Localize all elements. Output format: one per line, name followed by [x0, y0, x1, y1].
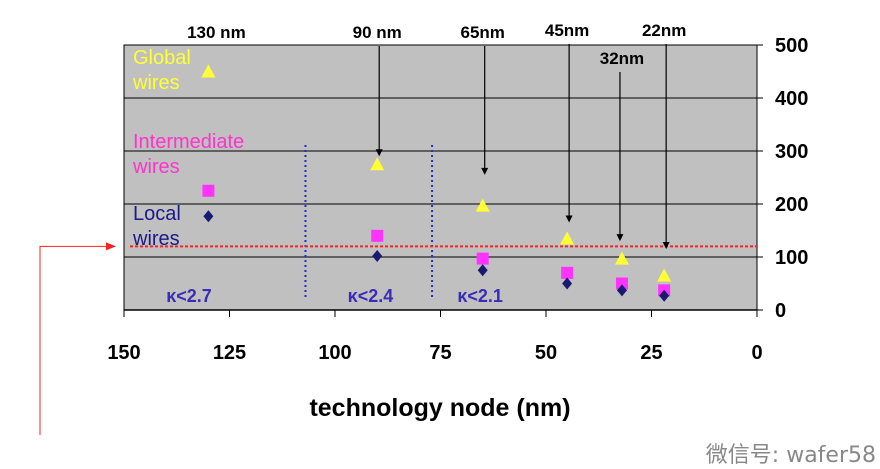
gridlines	[124, 97, 757, 258]
legend-intermediate-line1: Intermediate	[133, 131, 244, 153]
y-tick-label: 200	[775, 194, 808, 216]
diamond-point	[203, 210, 214, 223]
node-arrow-head	[565, 215, 573, 223]
square-point	[561, 266, 574, 279]
reference-arrow-head	[106, 242, 116, 251]
y-tick-label: 300	[775, 141, 808, 163]
node-label: 32nm	[600, 49, 644, 68]
square-point	[476, 252, 489, 265]
x-tick-label: 150	[107, 342, 140, 364]
diamond-point	[477, 264, 488, 277]
x-tick-label: 100	[318, 342, 351, 364]
node-arrow-head	[481, 167, 489, 175]
kappa-labels: κ<2.7 κ<2.4 κ<2.1	[166, 286, 503, 306]
kappa-label: κ<2.7	[166, 286, 212, 306]
watermark: 微信号: wafer58	[706, 443, 876, 468]
x-tick-label: 25	[640, 342, 662, 364]
node-label: 90 nm	[353, 23, 402, 42]
square-point	[371, 229, 384, 242]
node-labels: 130 nm 90 nm 65nm 45nm 32nm 22nm	[187, 21, 686, 250]
node-label: 22nm	[642, 21, 686, 40]
triangle-point	[370, 157, 385, 171]
y-axis: 0 100 200 300 400 500	[757, 35, 808, 322]
dielectric-boundaries	[304, 145, 434, 300]
x-tick-label: 75	[429, 342, 451, 364]
legend-global-line1: Global	[133, 47, 191, 69]
node-label: 45nm	[545, 21, 589, 40]
x-axis: 150 125 100 75 50 25 0	[107, 309, 763, 364]
legend-intermediate-line2: wires	[132, 156, 180, 178]
x-axis-title: technology node (nm)	[309, 394, 570, 422]
node-arrow-head	[662, 242, 670, 250]
square-point	[615, 277, 628, 290]
node-arrow-head	[375, 149, 383, 157]
diamond-point	[659, 289, 670, 302]
plot-area	[123, 44, 758, 311]
y-tick-label: 0	[775, 300, 786, 322]
triangle-point	[201, 64, 216, 78]
reference-arrow-line	[39, 245, 108, 435]
x-tick-label: 50	[535, 342, 557, 364]
legend-local-line2: wires	[132, 228, 180, 250]
kappa-label: κ<2.4	[348, 286, 394, 306]
x-tick-label: 125	[213, 342, 246, 364]
y-tick-label: 500	[775, 35, 808, 57]
y-tick-label: 400	[775, 88, 808, 110]
diamond-point	[616, 284, 627, 297]
node-label: 130 nm	[187, 23, 246, 42]
reference-line	[39, 242, 757, 435]
legend-global-line2: wires	[132, 72, 180, 94]
x-tick-label: 0	[751, 342, 762, 364]
triangle-point	[560, 231, 575, 245]
diamond-point	[562, 277, 573, 290]
diamond-point	[372, 249, 383, 262]
triangle-point	[475, 198, 490, 212]
data-points	[201, 64, 672, 302]
y-tick-label: 100	[775, 247, 808, 269]
square-point	[202, 184, 215, 197]
kappa-label: κ<2.1	[457, 286, 503, 306]
legend-local-line1: Local	[133, 203, 181, 225]
node-label: 65nm	[460, 23, 504, 42]
triangle-point	[657, 268, 672, 282]
triangle-point	[614, 251, 629, 265]
node-arrow-head	[616, 234, 624, 242]
legend: Global wires Intermediate wires Local wi…	[132, 47, 244, 250]
